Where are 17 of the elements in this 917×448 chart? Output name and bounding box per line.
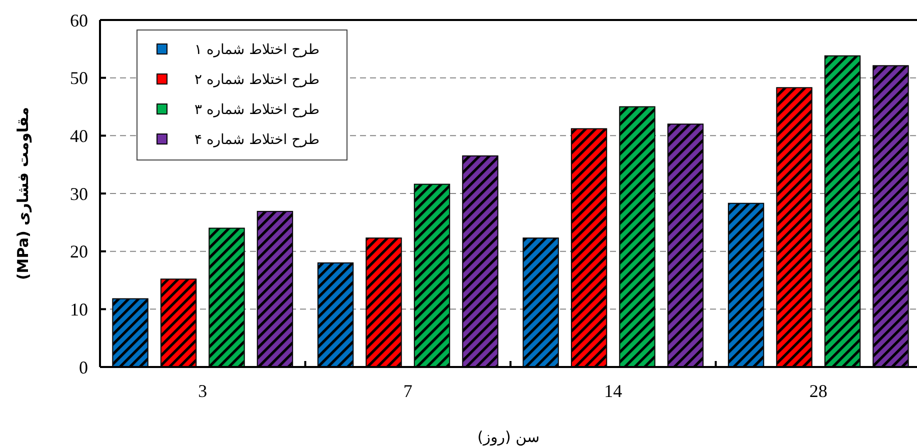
y-tick-label: 50 [70, 68, 88, 88]
legend-label: طرح اختلاط شماره ۳ [194, 102, 320, 118]
legend-label: طرح اختلاط شماره ۱ [194, 42, 320, 58]
x-axis-title: سن (روز) [477, 428, 540, 446]
legend-label: طرح اختلاط شماره ۴ [194, 132, 320, 148]
y-tick-label: 60 [70, 10, 88, 30]
x-tick-label: 28 [809, 381, 828, 401]
legend-label: طرح اختلاط شماره ۲ [194, 72, 320, 88]
y-tick-label: 0 [79, 357, 88, 378]
y-tick-label: 30 [70, 184, 88, 204]
y-tick-label: 10 [70, 299, 88, 320]
y-tick-label: 20 [70, 242, 88, 262]
x-tick-label: 7 [403, 381, 412, 401]
y-tick-label: 40 [70, 126, 88, 146]
x-tick-label: 14 [604, 381, 622, 401]
y-axis-title: مقاومت فشاری (MPa) [14, 106, 32, 280]
x-tick-label: 3 [198, 381, 208, 401]
